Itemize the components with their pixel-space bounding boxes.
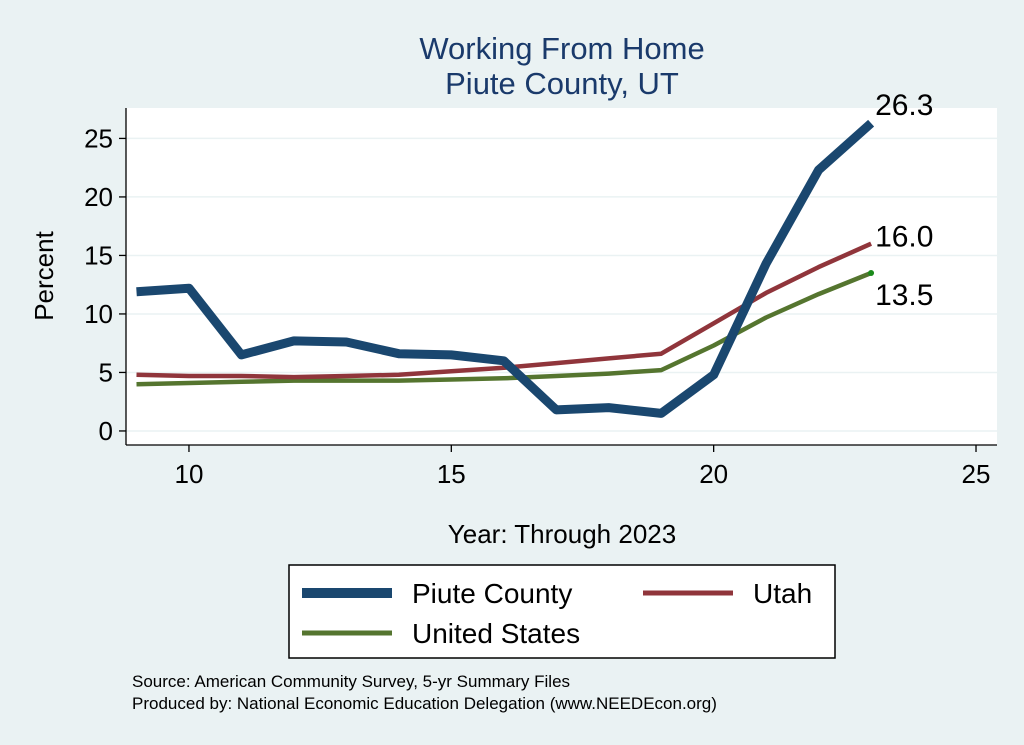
x-axis-label: Year: Through 2023 (448, 519, 676, 549)
producer-note: Produced by: National Economic Education… (132, 694, 717, 713)
series-line-piute-county (136, 119, 875, 418)
x-tick-label: 20 (699, 459, 728, 489)
legend-label-piute-county: Piute County (412, 578, 572, 609)
legend: Piute County Utah United States (288, 564, 836, 659)
x-axis: 10 15 20 25 (126, 444, 997, 489)
y-axis: 0 5 10 15 20 25 (84, 108, 127, 446)
legend-box (288, 564, 836, 659)
plot-area (126, 108, 997, 445)
x-tick-label: 25 (962, 459, 991, 489)
x-tick-label: 10 (175, 459, 204, 489)
end-point-marker (868, 269, 875, 276)
source-note: Source: American Community Survey, 5-yr … (132, 672, 570, 691)
end-value-label: 26.3 (875, 89, 933, 122)
y-tick-label: 0 (99, 416, 113, 446)
y-axis-label: Percent (29, 230, 59, 320)
end-labels: 26.3 16.0 13.5 (875, 89, 933, 312)
chart-title-line-2: Piute County, UT (445, 66, 679, 101)
y-tick-label: 10 (84, 299, 113, 329)
y-tick-label: 5 (99, 357, 113, 387)
chart-title-line-1: Working From Home (419, 31, 704, 66)
legend-label-united-states: United States (412, 618, 580, 649)
series-line-united-states (136, 270, 872, 387)
y-tick-label: 20 (84, 182, 113, 212)
x-tick-label: 15 (437, 459, 466, 489)
y-tick-label: 15 (84, 240, 113, 270)
y-tick-label: 25 (84, 123, 113, 153)
series-lines (136, 119, 875, 418)
legend-label-utah: Utah (753, 578, 812, 609)
end-value-label: 16.0 (875, 221, 933, 254)
end-value-label: 13.5 (875, 279, 933, 312)
